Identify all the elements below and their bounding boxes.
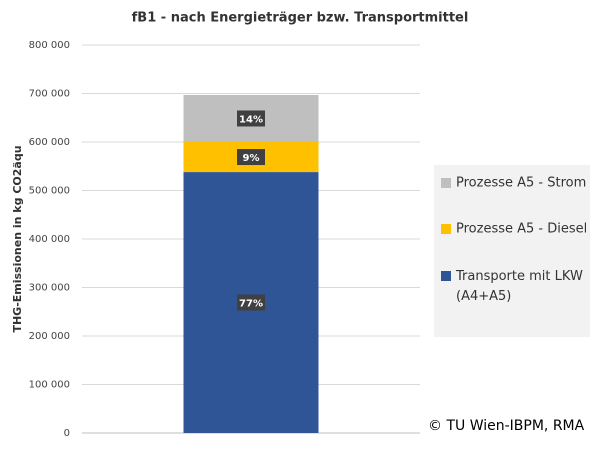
legend-label-part: (A4+A5) bbox=[456, 289, 511, 304]
y-tick-label: 100 000 bbox=[29, 380, 70, 391]
data-label-box bbox=[237, 149, 265, 166]
y-tick-label: 800 000 bbox=[29, 40, 70, 51]
y-tick-label: 600 000 bbox=[29, 137, 70, 148]
legend-box bbox=[434, 165, 590, 337]
legend-label: Transporte mit LKW (A4+A5) bbox=[455, 269, 583, 304]
y-axis-label: THG-Emissionen in kg CO2äqu bbox=[11, 145, 24, 332]
y-tick-label: 700 000 bbox=[29, 89, 70, 100]
legend-label-part: Transporte mit LKW bbox=[455, 269, 583, 284]
legend-swatch bbox=[441, 178, 451, 188]
legend-swatch bbox=[441, 224, 451, 234]
legend-label: Prozesse A5 - Strom bbox=[456, 176, 586, 191]
y-tick-label: 400 000 bbox=[29, 234, 70, 245]
data-label: 77% bbox=[239, 299, 263, 310]
chart-title: fB1 - nach Energieträger bzw. Transportm… bbox=[132, 11, 469, 26]
data-label-box bbox=[237, 110, 265, 127]
data-label: 14% bbox=[239, 114, 263, 125]
y-tick-label: 300 000 bbox=[29, 283, 70, 294]
data-label: 9% bbox=[243, 153, 260, 164]
legend-label: Prozesse A5 - Diesel bbox=[456, 222, 587, 237]
legend-swatch bbox=[441, 271, 451, 281]
copyright: © TU Wien-IBPM, RMA bbox=[428, 418, 585, 434]
data-label-box bbox=[237, 294, 265, 311]
y-tick-label: 0 bbox=[64, 428, 70, 439]
y-tick-label: 200 000 bbox=[29, 331, 70, 342]
y-tick-label: 500 000 bbox=[29, 186, 70, 197]
